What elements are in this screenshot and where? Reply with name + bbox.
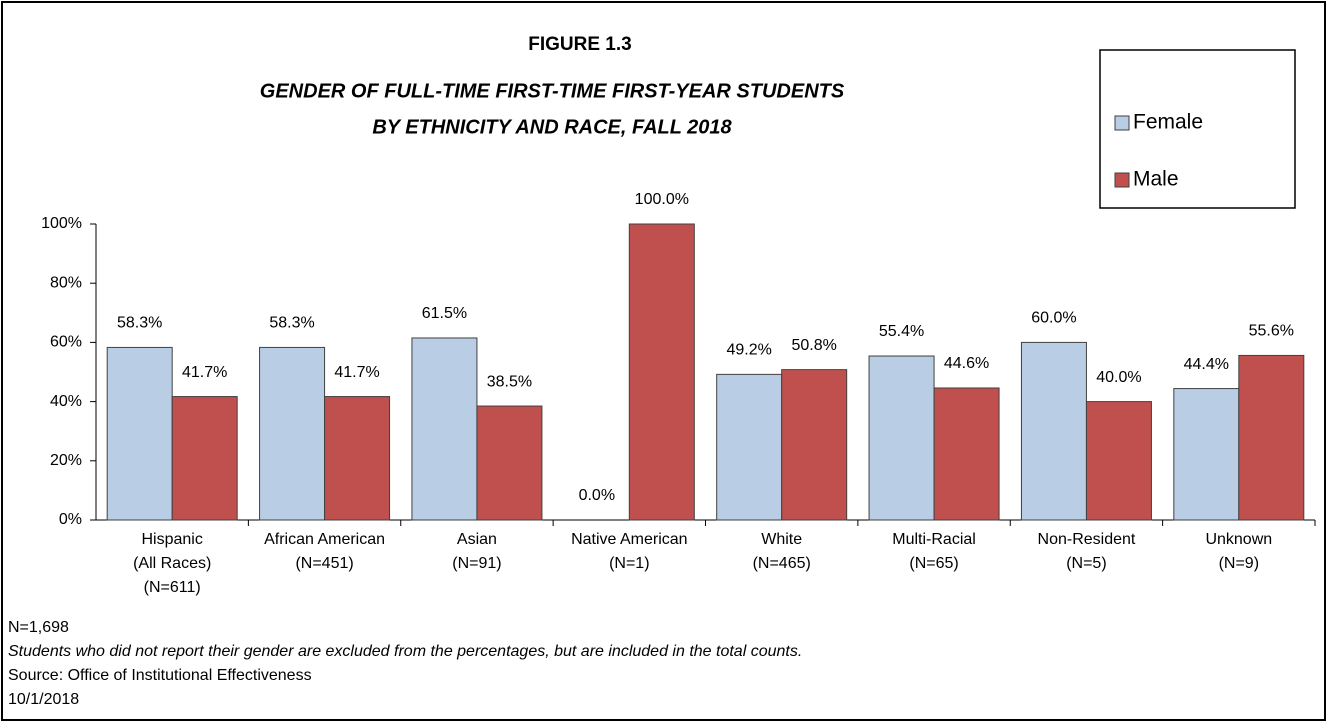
bar <box>933 387 1000 521</box>
x-tick-label: (N=91) <box>452 555 501 572</box>
x-tick-label: Native American <box>571 531 688 548</box>
y-tick-label: 0% <box>59 511 82 528</box>
x-tick-label: Unknown <box>1205 531 1272 548</box>
x-tick-label: (N=465) <box>753 555 811 572</box>
x-tick-label: (N=1) <box>609 555 649 572</box>
value-label: 100.0% <box>635 191 689 208</box>
x-tick-label: (All Races) <box>133 555 211 572</box>
figure-label: FIGURE 1.3 <box>528 34 631 55</box>
bar <box>171 396 238 521</box>
y-tick-label: 20% <box>50 452 82 469</box>
legend-swatch <box>1114 115 1130 131</box>
x-tick-label: African American <box>264 531 385 548</box>
legend-label: Male <box>1133 168 1179 191</box>
y-tick-label: 100% <box>41 215 82 232</box>
bar <box>628 223 695 521</box>
value-label: 58.3% <box>269 315 314 332</box>
bar <box>781 369 848 521</box>
legend-label: Female <box>1133 111 1203 134</box>
value-label: 40.0% <box>1096 369 1141 386</box>
value-label: 44.6% <box>944 355 989 372</box>
bar <box>106 346 173 521</box>
x-tick-label: White <box>761 531 802 548</box>
y-tick-label: 80% <box>50 274 82 291</box>
bar <box>324 396 391 521</box>
x-tick-label: (N=65) <box>909 555 958 572</box>
bar <box>1085 401 1152 521</box>
bar <box>716 373 783 521</box>
legend-box <box>1099 49 1296 209</box>
legend-swatch <box>1114 172 1130 188</box>
footnote: N=1,698 <box>8 619 69 636</box>
value-label: 61.5% <box>422 305 467 322</box>
x-tick-label: Asian <box>457 531 497 548</box>
x-tick-label: Non-Resident <box>1038 531 1136 548</box>
footnote: 10/1/2018 <box>8 691 79 708</box>
bar <box>411 337 478 521</box>
bar <box>259 346 326 521</box>
value-label: 50.8% <box>792 337 837 354</box>
value-label: 41.7% <box>334 364 379 381</box>
footnote: Students who did not report their gender… <box>8 643 802 660</box>
y-tick-label: 60% <box>50 334 82 351</box>
x-tick-label: (N=9) <box>1219 555 1259 572</box>
bar <box>868 355 935 521</box>
bar <box>1020 341 1087 521</box>
value-label: 44.4% <box>1184 356 1229 373</box>
x-tick-label: Hispanic <box>142 531 203 548</box>
value-label: 55.4% <box>879 323 924 340</box>
x-tick-label: (N=451) <box>295 555 353 572</box>
chart-title: BY ETHNICITY AND RACE, FALL 2018 <box>372 116 732 138</box>
value-label: 58.3% <box>117 315 162 332</box>
x-tick-label: (N=611) <box>144 579 201 596</box>
x-tick-label: Multi-Racial <box>892 531 976 548</box>
bar <box>476 405 543 521</box>
value-label: 49.2% <box>727 342 772 359</box>
value-label: 55.6% <box>1249 323 1294 340</box>
value-label: 0.0% <box>579 487 615 504</box>
bar <box>1173 388 1240 521</box>
bar <box>1238 354 1305 521</box>
footnote: Source: Office of Institutional Effectiv… <box>8 667 312 684</box>
value-label: 60.0% <box>1031 310 1076 327</box>
chart-title: GENDER OF FULL-TIME FIRST-TIME FIRST-YEA… <box>260 80 845 102</box>
y-tick-label: 40% <box>50 393 82 410</box>
value-label: 38.5% <box>487 373 532 390</box>
x-tick-label: (N=5) <box>1066 555 1106 572</box>
value-label: 41.7% <box>182 364 227 381</box>
